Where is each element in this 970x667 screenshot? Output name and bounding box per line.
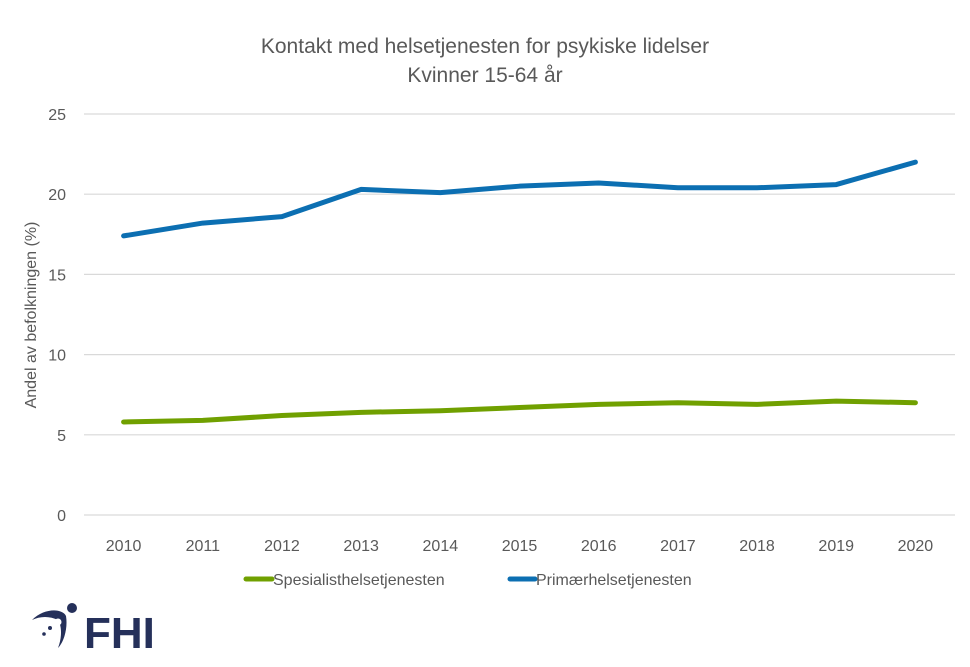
fhi-logo-text: FHI xyxy=(84,609,155,658)
fhi-logo-mark-icon xyxy=(32,603,77,648)
y-tick-label: 10 xyxy=(48,348,66,365)
x-tick-label: 2018 xyxy=(739,538,775,555)
gridlines xyxy=(84,113,955,516)
chart-title: Kontakt med helsetjenesten for psykiske … xyxy=(261,35,709,58)
y-tick-label: 5 xyxy=(57,428,66,445)
x-tick-label: 2010 xyxy=(106,538,142,555)
line-chart: Kontakt med helsetjenesten for psykiske … xyxy=(23,35,955,589)
legend: Spesialisthelsetjenesten Primærhelsetjen… xyxy=(243,572,692,589)
x-tick-label: 2016 xyxy=(581,538,617,555)
series-spesialist xyxy=(121,398,918,425)
x-tick-label: 2017 xyxy=(660,538,696,555)
x-tick-label: 2011 xyxy=(186,538,221,555)
x-tick-label: 2019 xyxy=(818,538,854,555)
legend-label-spesialist: Spesialisthelsetjenesten xyxy=(273,572,445,589)
x-tick-label: 2015 xyxy=(502,538,538,555)
y-tick-label: 25 xyxy=(48,107,66,124)
series-primaer xyxy=(121,159,918,239)
legend-label-primaer: Primærhelsetjenesten xyxy=(536,572,692,589)
fhi-logo: FHI xyxy=(32,603,155,658)
series-line xyxy=(121,398,918,425)
x-axis-ticks: 2010 2011 2012 2013 2014 2015 2016 2017 2018 2019… xyxy=(106,538,934,555)
y-tick-label: 15 xyxy=(48,267,66,284)
y-tick-label: 0 xyxy=(57,508,66,525)
x-tick-label: 2012 xyxy=(264,538,300,555)
chart-subtitle: Kvinner 15-64 år xyxy=(407,64,562,87)
x-tick-label: 2020 xyxy=(898,538,934,555)
y-tick-label: 20 xyxy=(48,187,66,204)
x-tick-label: 2013 xyxy=(343,538,379,555)
x-tick-label: 2014 xyxy=(423,538,459,555)
y-axis-ticks: 0 5 10 15 20 25 xyxy=(48,107,66,525)
y-axis-title: Andel av befolkningen (%) xyxy=(23,222,40,409)
series-lines xyxy=(121,159,918,425)
series-line xyxy=(121,159,918,239)
